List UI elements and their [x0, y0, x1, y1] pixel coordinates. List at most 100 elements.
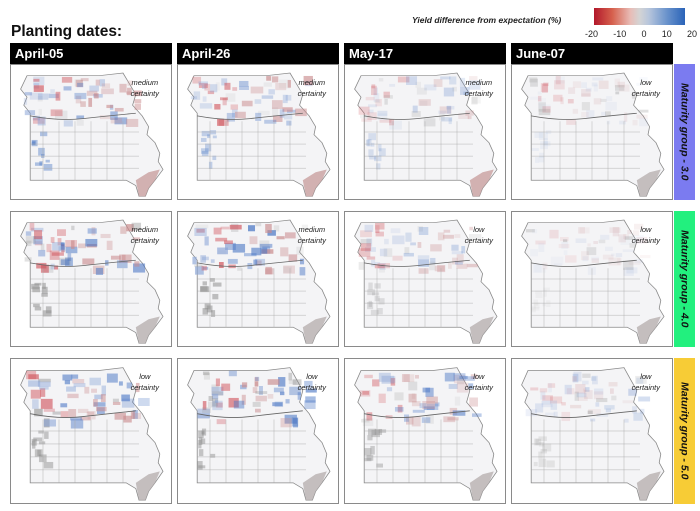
yield-patch: [194, 264, 203, 268]
yield-patch: [198, 449, 204, 457]
missouri-river: [30, 410, 136, 418]
yield-patch: [423, 406, 435, 411]
yield-patch: [31, 227, 44, 232]
yield-patch: [632, 235, 644, 244]
yield-patch: [534, 156, 540, 163]
yield-patch: [254, 258, 266, 266]
map-panel: low certainty: [10, 358, 172, 504]
yield-patch: [374, 428, 383, 435]
yield-patch: [411, 111, 421, 117]
yield-patch: [201, 148, 209, 154]
yield-patch: [221, 383, 231, 391]
legend-tick: -10: [613, 29, 627, 39]
yield-patch: [63, 120, 73, 127]
yield-patch: [207, 90, 215, 95]
yield-patch: [211, 386, 224, 396]
yield-patch: [582, 388, 587, 392]
yield-patch: [360, 230, 372, 238]
yield-patch: [38, 249, 46, 257]
yield-patch: [32, 440, 36, 449]
yield-patch: [426, 403, 439, 410]
yield-patch: [592, 375, 598, 385]
yield-patch: [368, 109, 374, 114]
bootheel-region: [469, 316, 494, 344]
yield-patch: [397, 404, 403, 413]
yield-patch: [575, 384, 586, 394]
yield-patch: [273, 225, 280, 232]
yield-patch: [543, 141, 551, 147]
yield-patch: [85, 238, 98, 247]
missouri-river: [30, 259, 136, 267]
yield-patch: [71, 374, 79, 379]
yield-patch: [255, 112, 262, 121]
missouri-map: [354, 219, 498, 344]
yield-patch: [286, 120, 292, 126]
yield-patch: [77, 408, 89, 414]
yield-patch: [212, 155, 217, 161]
yield-patch: [538, 242, 545, 253]
yield-patch: [204, 83, 211, 91]
yield-patch: [554, 76, 565, 84]
yield-patch: [438, 110, 447, 114]
yield-patch: [634, 223, 644, 230]
yield-patch: [372, 379, 380, 387]
yield-patch: [418, 259, 430, 267]
yield-patch: [534, 263, 547, 273]
bootheel-region: [135, 471, 160, 501]
yield-patch: [379, 262, 386, 270]
yield-patch: [459, 375, 468, 379]
missouri-map: [20, 219, 164, 344]
missouri-map: [521, 219, 665, 344]
yield-patch: [46, 243, 52, 253]
yield-patch: [38, 378, 51, 383]
yield-patch: [37, 381, 51, 387]
yield-patch: [198, 83, 208, 88]
yield-patch: [531, 307, 540, 311]
yield-patch: [426, 396, 438, 404]
yield-patch: [190, 96, 198, 100]
yield-patch: [93, 399, 98, 407]
yield-patch: [443, 87, 455, 97]
yield-patch: [209, 278, 215, 282]
yield-patch: [33, 303, 40, 308]
yield-patch: [471, 413, 482, 417]
bootheel-region: [469, 169, 494, 197]
yield-patch: [243, 253, 257, 257]
yield-patch: [561, 411, 571, 422]
yield-patch: [252, 401, 261, 407]
yield-patch: [201, 428, 207, 436]
legend-tick: 0: [641, 29, 647, 39]
yield-patch: [634, 259, 644, 264]
yield-patch: [52, 411, 61, 415]
legend-color-bar: [594, 8, 685, 25]
yield-patch: [406, 76, 418, 85]
yield-patch: [255, 408, 261, 413]
legend-tick: 20: [686, 29, 697, 39]
yield-patch: [403, 252, 414, 257]
state-outline: [187, 367, 331, 501]
yield-patch: [379, 148, 386, 156]
yield-patch: [586, 110, 595, 119]
yield-patch: [71, 225, 75, 231]
yield-patch: [287, 80, 292, 88]
planting-dates-title: Planting dates:: [11, 23, 123, 40]
yield-patch: [70, 419, 84, 429]
yield-patch: [289, 386, 301, 396]
yield-patch: [403, 374, 415, 383]
yield-patch: [585, 87, 592, 92]
yield-patch: [417, 226, 423, 232]
yield-patch: [259, 243, 273, 248]
yield-patch: [410, 242, 416, 246]
yield-patch: [537, 95, 542, 102]
yield-patch: [293, 418, 298, 428]
yield-patch: [582, 380, 589, 385]
yield-patch: [216, 402, 223, 408]
yield-patch: [365, 96, 375, 101]
yield-patch: [30, 389, 41, 399]
yield-patch: [588, 409, 601, 414]
yield-patch: [297, 392, 301, 400]
yield-patch: [631, 93, 636, 99]
yield-patch: [367, 435, 373, 441]
yield-patch: [572, 81, 582, 88]
yield-patch: [28, 380, 41, 387]
